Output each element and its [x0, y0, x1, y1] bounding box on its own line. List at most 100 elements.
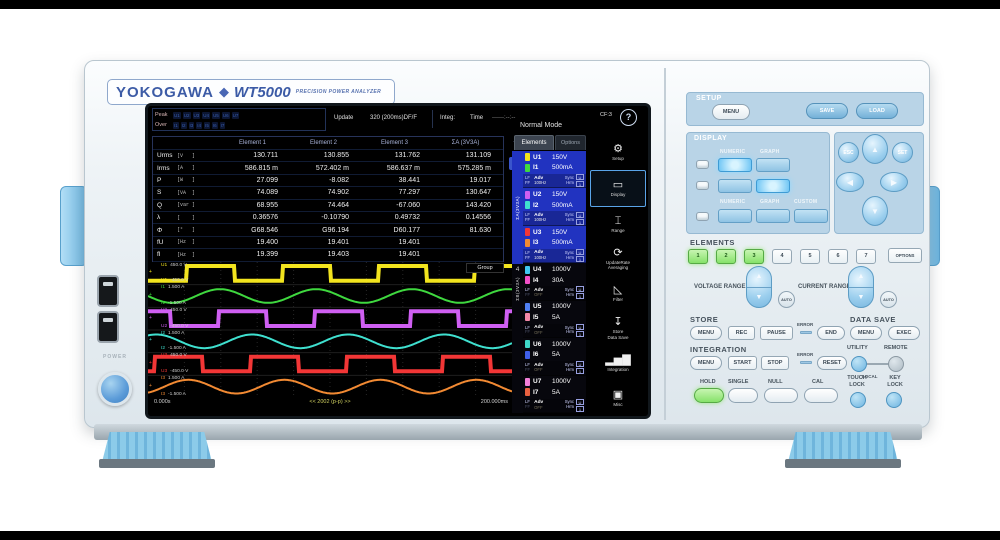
cal-button[interactable] — [804, 388, 838, 403]
sync-label: Sync — [564, 174, 574, 180]
current-range-rocker[interactable]: ▲ ▼ — [848, 266, 874, 308]
display2-graph-button[interactable] — [756, 179, 790, 193]
arrow-left-button[interactable]: ◀ — [836, 172, 864, 192]
setup-button[interactable]: ⚙ Setup — [590, 135, 646, 170]
time-end: 200.000ms — [480, 399, 508, 405]
misc-button[interactable]: ▣ Misc — [590, 380, 646, 415]
arrow-down-button[interactable]: ▼ — [862, 196, 888, 226]
set-button[interactable]: SET — [892, 142, 913, 163]
integration-reset-button[interactable]: RESET — [817, 356, 847, 370]
store-data-save-button[interactable]: ↧ Store Data Save — [590, 311, 646, 346]
tab-elements[interactable]: Elements — [514, 135, 554, 150]
channel-color-icon — [525, 388, 530, 397]
current-range-up-icon[interactable]: ▲ — [849, 267, 873, 288]
waveform-display: U1 450.0 V U1 -450.0 V + I1 1.500 A I1 -1.500 A +… — [148, 262, 513, 398]
element-key-6[interactable]: 6 — [828, 248, 848, 264]
row-value: 38.441 — [398, 176, 420, 184]
element-channel-5[interactable]: U5 1000V I5 5A LF FF Adv OFF Sync Hrm U 1 — [523, 300, 586, 339]
channel-u-label: U3 — [533, 228, 542, 236]
row-unit: [Hz ] — [177, 239, 196, 246]
help-icon[interactable]: ? — [620, 109, 637, 126]
lf-label: LF — [525, 249, 530, 255]
arrow-up-button[interactable]: ▲ — [862, 134, 888, 164]
waveform-group-tag[interactable]: Group — [466, 263, 504, 273]
element-channel-2[interactable]: U2 150V I2 500mA LF FF Adv 100Hz Sync Hrm U 1 — [523, 188, 586, 226]
row-function: Φ — [157, 226, 163, 234]
esc-button[interactable]: ESC — [838, 142, 859, 163]
element-channel-1[interactable]: U1 150V I1 500mA LF FF Adv 100Hz Sync Hrm U 1 — [523, 151, 586, 189]
load-button[interactable]: LOAD — [856, 103, 898, 119]
display1-graph-button[interactable] — [756, 158, 790, 172]
touch-lock-button[interactable] — [850, 392, 866, 408]
range-button[interactable]: ⌶ Range — [590, 207, 646, 242]
voltage-auto-button[interactable]: AUTO — [778, 291, 795, 308]
element-key-1[interactable]: 1 — [688, 248, 708, 264]
arrow-right-button[interactable]: ▶ — [880, 172, 908, 192]
tab-options[interactable]: Options — [555, 135, 586, 150]
mode-indicator: Normal Mode — [520, 122, 563, 129]
row-unit: [ ] — [177, 214, 196, 221]
hold-button[interactable] — [694, 388, 724, 403]
freq-value: OFF — [534, 292, 543, 298]
filter-button[interactable]: ◺ Filter — [590, 276, 646, 311]
voltage-range-rocker[interactable]: ▲ ▼ — [746, 266, 772, 308]
data-save-menu-button[interactable]: MENU — [850, 326, 882, 340]
lcd-screen[interactable]: Peak U1 U2 U3 U4 U5 U6 U7 Over I1 I2 I3 I4 I5 I6 I7 Up… — [148, 106, 648, 416]
display3-numeric-button[interactable] — [718, 209, 752, 223]
display2-numeric-button[interactable] — [718, 179, 752, 193]
setup-menu-button[interactable]: MENU — [712, 104, 750, 120]
display3-graph-button[interactable] — [756, 209, 790, 223]
integration-button[interactable]: ▂▅▇ Integration — [590, 346, 646, 381]
element-channel-7[interactable]: U7 1000V I7 5A LF FF Adv OFF Sync Hrm U 1 — [523, 375, 586, 413]
element-key-2[interactable]: 2 — [716, 248, 736, 264]
data-save-exec-button[interactable]: EXEC — [888, 326, 920, 340]
options-key[interactable]: OPTIONS — [888, 248, 922, 263]
save-button[interactable]: SAVE — [806, 103, 848, 119]
integration-menu-button[interactable]: MENU — [690, 356, 722, 370]
update-rate-button[interactable]: ⟳ UpdateRate Averaging — [590, 241, 646, 276]
display-button[interactable]: ▭ Display — [590, 169, 646, 207]
integration-start-button[interactable]: START — [728, 356, 757, 370]
voltage-range-up-icon[interactable]: ▲ — [747, 267, 771, 288]
element-key-7[interactable]: 7 — [856, 248, 876, 264]
store-menu-button[interactable]: MENU — [690, 326, 722, 340]
voltage-range-down-icon[interactable]: ▼ — [755, 293, 763, 301]
remote-indicator — [888, 356, 904, 372]
display3-custom-button[interactable] — [794, 209, 828, 223]
display-label: Display — [610, 192, 626, 198]
tag-1: 1 — [576, 181, 584, 188]
current-range-down-icon[interactable]: ▼ — [857, 293, 865, 301]
display1-numeric-button[interactable] — [718, 158, 752, 172]
current-auto-button[interactable]: AUTO — [880, 291, 897, 308]
key-lock-button[interactable] — [886, 392, 902, 408]
usb-port-2[interactable] — [97, 311, 119, 343]
over-tokens: I1 I2 I3 I4 I5 I6 I7 — [173, 121, 226, 129]
element-channel-6[interactable]: U6 1000V I6 5A LF FF Adv OFF Sync Hrm U 1 — [523, 338, 586, 376]
row-value: 143.420 — [465, 201, 491, 209]
usb-port-1[interactable] — [97, 275, 119, 307]
null-button[interactable] — [764, 388, 798, 403]
current-row: I1 500mA — [525, 163, 584, 174]
scale-label-bottom: I3 -1.500 A — [161, 392, 186, 397]
sync-label: Sync — [564, 324, 574, 330]
single-button[interactable] — [728, 388, 758, 403]
over-indicator: I6 — [211, 121, 218, 129]
integration-stop-button[interactable]: STOP — [761, 356, 789, 370]
element-channel-4[interactable]: U4 1000V I4 30A LF FF Adv OFF Sync Hrm U 1 — [523, 263, 586, 301]
store-rec-button[interactable]: REC — [728, 326, 755, 340]
utility-button[interactable] — [851, 356, 867, 372]
store-end-button[interactable]: END — [817, 326, 845, 340]
row-value: -8.082 — [329, 176, 349, 184]
channel-id: U3 — [161, 353, 168, 359]
store-pause-button[interactable]: PAUSE — [760, 326, 793, 340]
element-key-5[interactable]: 5 — [800, 248, 820, 264]
measurement-table: Element 1 Element 2 Element 3 ΣA (3V3A) Urm… — [152, 136, 504, 262]
element-key-4[interactable]: 4 — [772, 248, 792, 264]
channel-u-label: U6 — [533, 340, 542, 348]
power-button[interactable] — [98, 372, 132, 406]
row-function: fU — [157, 238, 164, 246]
hrm-label: Hrm — [566, 254, 574, 260]
element-key-3[interactable]: 3 — [744, 248, 764, 264]
element-channel-3[interactable]: U3 150V I3 500mA LF FF Adv 100Hz Sync Hrm U 1 — [523, 225, 586, 264]
tag-1: 1 — [576, 218, 584, 225]
